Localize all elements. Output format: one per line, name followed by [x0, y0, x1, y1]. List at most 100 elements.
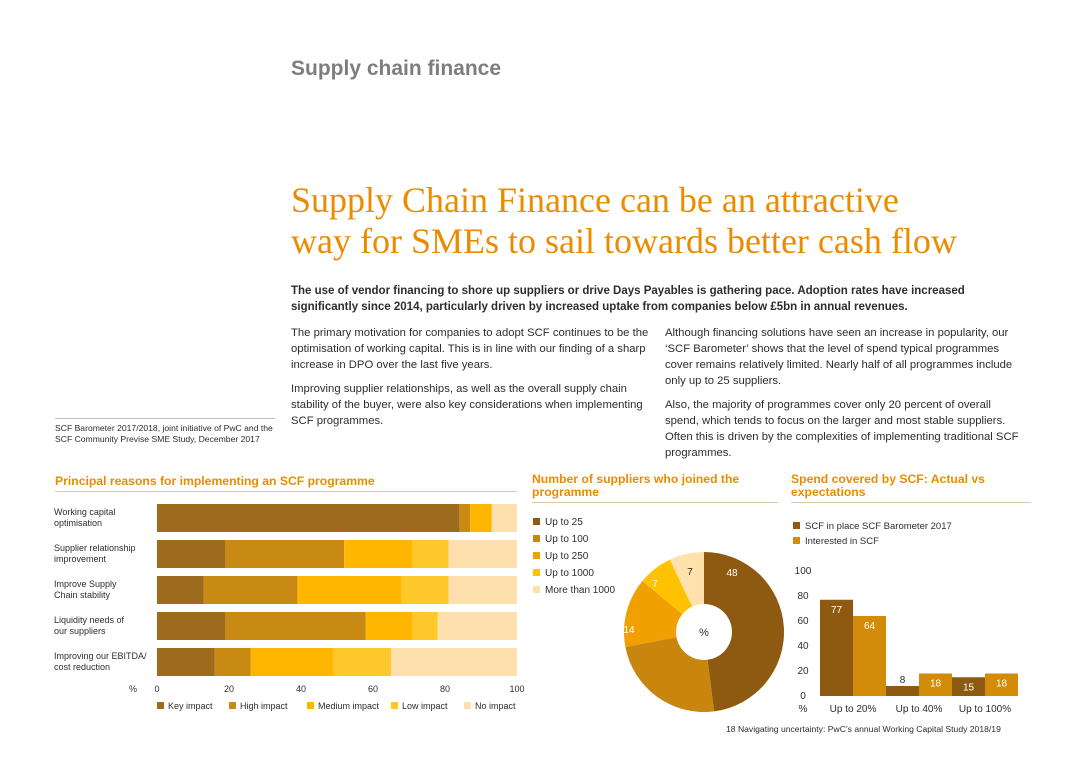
legend-label: SCF in place SCF Barometer 2017 — [805, 521, 952, 532]
source-note: SCF Barometer 2017/2018, joint initiativ… — [55, 418, 275, 445]
bar — [919, 673, 952, 696]
legend-label: Up to 1000 — [545, 568, 594, 579]
pie-slice — [623, 581, 683, 647]
bar-value-label: 8 — [900, 675, 906, 686]
bar-value-label: 18 — [930, 679, 942, 690]
x-tick-label: Up to 100% — [959, 704, 1011, 715]
category-label: Liquidity needs of — [54, 615, 125, 625]
headline-line-1: Supply Chain Finance can be an attractiv… — [291, 180, 899, 220]
legend-label: Up to 250 — [545, 551, 589, 562]
legend-label: Medium impact — [318, 701, 380, 711]
headline-line-2: way for SMEs to sail towards better cash… — [291, 221, 957, 261]
slice-label: 7 — [687, 567, 693, 578]
bar-segment — [225, 612, 366, 640]
page-footer: 18 Navigating uncertainty: PwC’s annual … — [726, 724, 1001, 734]
x-axis-label: % — [799, 704, 808, 715]
legend-label: Low impact — [402, 701, 448, 711]
bar-segment — [344, 540, 413, 568]
slice-label: 48 — [726, 568, 738, 579]
right-column: Although financing solutions have seen a… — [665, 325, 1027, 469]
legend-swatch — [229, 702, 236, 709]
y-tick-label: 20 — [797, 666, 809, 677]
y-tick-label: 80 — [797, 591, 809, 602]
chart-title-suppliers: Number of suppliers who joined the progr… — [532, 473, 778, 503]
pie-slice — [704, 552, 785, 712]
bar-segment — [412, 612, 438, 640]
bar — [985, 673, 1018, 696]
bar-segment — [459, 504, 471, 532]
bar-value-label: 64 — [864, 621, 876, 632]
bar — [853, 616, 886, 696]
bar-segment — [157, 648, 215, 676]
bar — [952, 677, 985, 696]
slice-label: 7 — [652, 579, 658, 590]
legend-swatch — [533, 569, 540, 576]
legend-label: More than 1000 — [545, 585, 615, 596]
category-label: Chain stability — [54, 590, 111, 600]
legend-swatch — [793, 522, 800, 529]
left-paragraph-1: The primary motivation for companies to … — [291, 327, 649, 371]
bar-segment — [491, 504, 517, 532]
bar-segment — [297, 576, 402, 604]
legend-label: Up to 100 — [545, 534, 589, 545]
legend-label: No impact — [475, 701, 516, 711]
page-headline: Supply Chain Finance can be an attractiv… — [291, 180, 1051, 262]
pie-slice — [642, 559, 693, 615]
legend-swatch — [533, 552, 540, 559]
legend-swatch — [157, 702, 164, 709]
x-axis-label: % — [129, 684, 137, 694]
slice-label: 14 — [623, 625, 635, 636]
slice-label: 24 — [638, 690, 650, 701]
legend-label: High impact — [240, 701, 288, 711]
section-title: Supply chain finance — [291, 57, 502, 80]
bar-segment — [214, 648, 251, 676]
x-tick-label: 80 — [440, 684, 450, 694]
category-label: optimisation — [54, 518, 102, 528]
bar-segment — [157, 504, 460, 532]
legend-swatch — [533, 535, 540, 542]
x-tick-label: 100 — [509, 684, 524, 694]
donut-chart: 48 24 14 7 7% Up to 25 Up to 100 Up to 250 Up to… — [533, 517, 785, 712]
legend-label: Interested in SCF — [805, 536, 879, 547]
x-tick-label: 40 — [296, 684, 306, 694]
bar — [820, 599, 853, 696]
bar-segment — [448, 576, 517, 604]
category-label: Supplier relationship — [54, 543, 136, 553]
bar-segment — [391, 648, 517, 676]
chart-title-reasons: Principal reasons for implementing an SC… — [55, 475, 517, 492]
bar — [886, 686, 919, 696]
legend-swatch — [464, 702, 471, 709]
legend-swatch — [533, 586, 540, 593]
bar-segment — [225, 540, 345, 568]
pie-slice — [625, 637, 715, 712]
bar-segment — [412, 540, 449, 568]
bar-segment — [157, 540, 226, 568]
x-tick-label: Up to 40% — [896, 704, 943, 715]
bar-segment — [448, 540, 517, 568]
x-tick-label: Up to 20% — [830, 704, 877, 715]
bar-value-label: 18 — [996, 679, 1008, 690]
right-paragraph-1: Although financing solutions have seen a… — [665, 327, 1013, 387]
bar-value-label: 15 — [963, 682, 975, 693]
bar-value-label: 77 — [831, 605, 843, 616]
grouped-bar-chart: 0 20 40 60 80 100 77 64 Up to 20% 8 18 Up to 40% 15 1… — [793, 521, 1018, 715]
x-tick-label: 20 — [224, 684, 234, 694]
category-label: Improve Supply — [54, 579, 117, 589]
donut-center-label: % — [699, 627, 709, 639]
category-label: Improving our EBITDA/ — [54, 651, 147, 661]
bar-segment — [157, 576, 204, 604]
legend-swatch — [793, 537, 800, 544]
bar-segment — [437, 612, 517, 640]
bar-segment — [203, 576, 298, 604]
y-tick-label: 40 — [797, 641, 809, 652]
legend-label: Key impact — [168, 701, 213, 711]
x-tick-label: 60 — [368, 684, 378, 694]
y-tick-label: 100 — [795, 566, 812, 577]
bar-segment — [401, 576, 449, 604]
right-paragraph-2: Also, the majority of programmes cover o… — [665, 399, 1019, 459]
category-label: Working capital — [54, 507, 115, 517]
pie-slice — [669, 552, 704, 607]
bar-segment — [250, 648, 334, 676]
